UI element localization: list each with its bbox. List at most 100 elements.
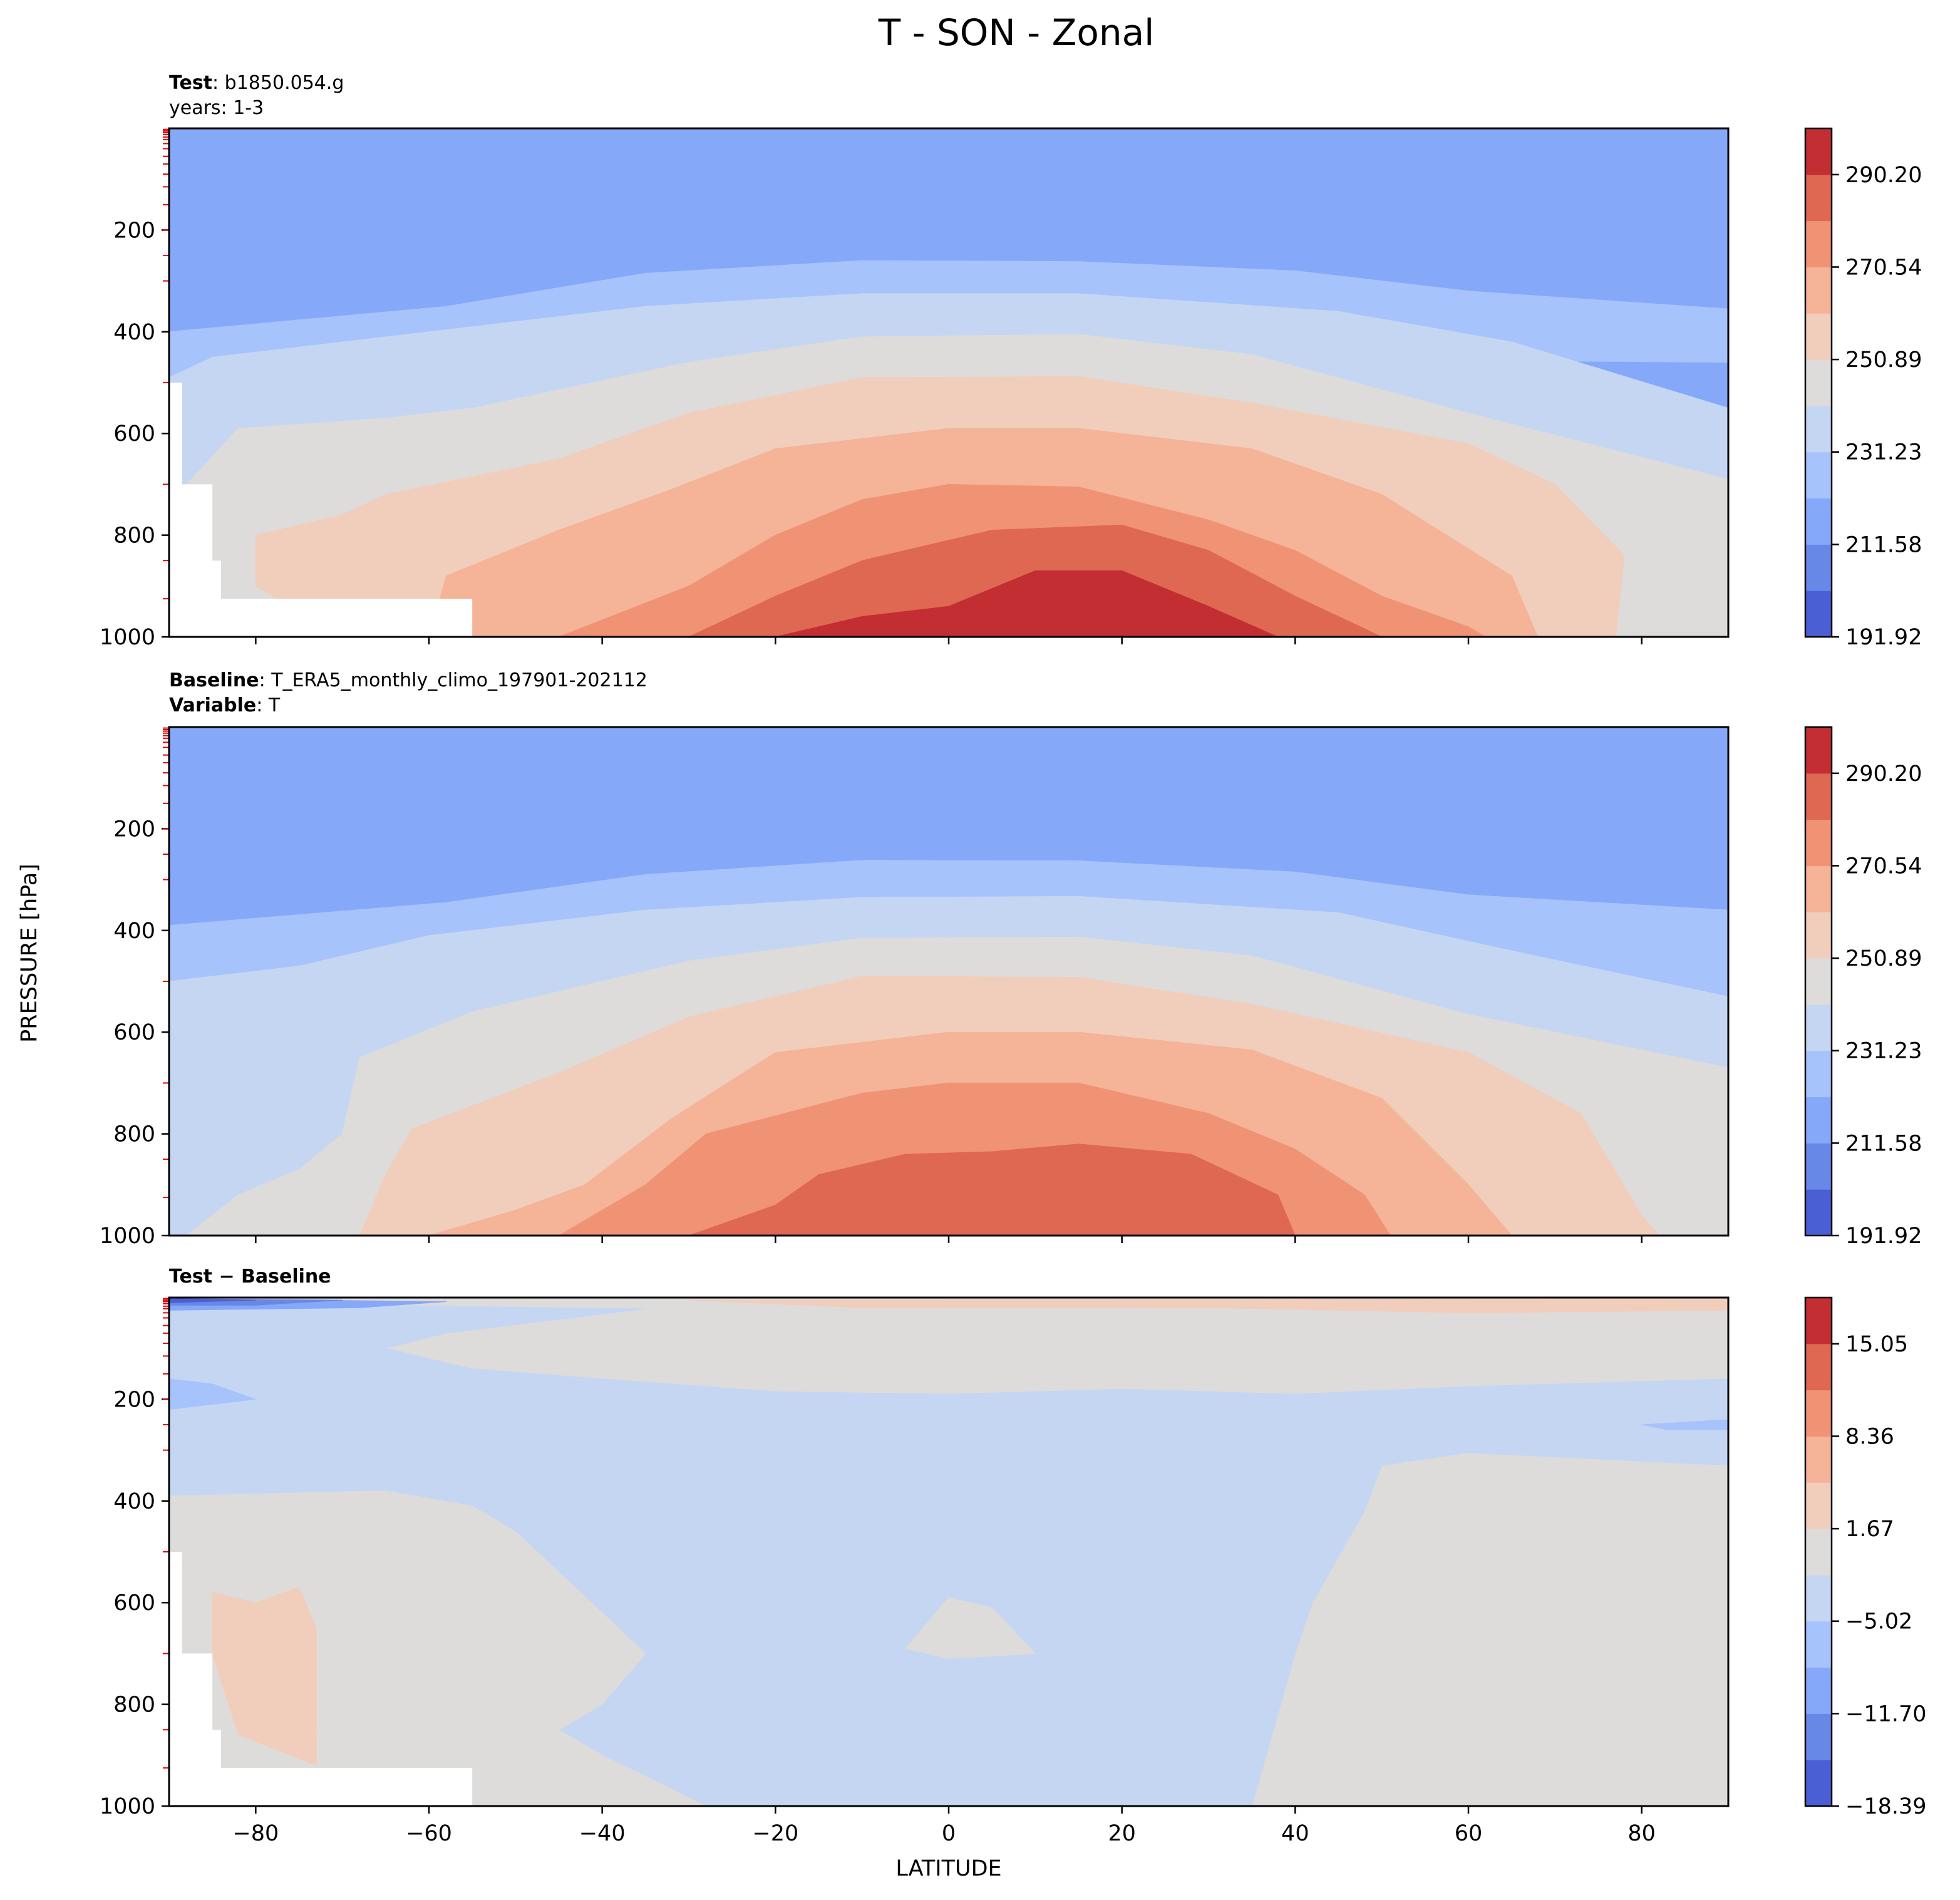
colorbar-segment [1805,174,1832,222]
x-tick-label: −20 [752,1821,798,1846]
colorbar-segment [1805,220,1832,267]
contour-region-level-2 [169,130,1728,333]
colorbar-tick-label: 290.20 [1845,762,1922,787]
y-tick-label: 200 [113,1387,155,1412]
contour-region-level-6 [688,1298,1728,1313]
panel-header-text: : T_ERA5_monthly_climo_197901-202112 [259,669,647,691]
colorbar-segment [1805,452,1832,499]
colorbar-segment [1805,359,1832,406]
y-tick-label: 600 [113,1020,155,1045]
y-axis-label: PRESSURE [hPa] [17,864,42,1043]
colorbar-segment [1805,1760,1832,1807]
colorbar-segment [1805,591,1832,638]
colorbar-tick-label: 250.89 [1845,946,1922,971]
colorbar-frame [1804,726,1833,1237]
colorbar-tick-label: −18.39 [1845,1794,1927,1819]
colorbar-segment [1805,1529,1832,1576]
panel-header-bold: Test [169,72,212,94]
x-tick-label: 0 [942,1821,956,1846]
y-tick-label: 400 [113,320,155,345]
colorbar-segment [1805,958,1832,1005]
colorbar-segment [1805,1390,1832,1437]
figure-title: T - SON - Zonal [878,11,1155,54]
colorbar-segment [1805,1574,1832,1622]
x-tick-label: 20 [1108,1821,1136,1846]
colorbar-segment [1805,1436,1832,1483]
colorbar-tick-label: 231.23 [1845,440,1922,465]
y-tick-label: 1000 [100,625,155,650]
x-axis-ticks: −80 −60 −40 −20 0 20 40 60 80 [232,1806,1656,1846]
colorbar-segment [1805,313,1832,360]
colorbar-tick-label: −11.70 [1845,1701,1927,1727]
y-tick-label: 1000 [100,1794,155,1819]
colorbar-segment [1805,267,1832,314]
colorbar-segment [1805,1143,1832,1190]
colorbar-segment [1805,498,1832,545]
x-tick-label: −80 [232,1821,279,1846]
colorbar-tick-label: 15.05 [1845,1332,1908,1357]
colorbar-segment [1805,819,1832,866]
topography-mask [169,383,473,637]
colorbar-tick-label: 211.58 [1845,1131,1922,1156]
panel-test: Test: b1850.054.g years: 1-3 200 400 600 80… [100,72,1922,650]
colorbar-segment [1805,1482,1832,1529]
colorbar-segment [1805,773,1832,820]
y-tick-label: 400 [113,919,155,944]
colorbar-tick-label: 270.54 [1845,854,1922,879]
contour-region-level-4 [169,1052,343,1236]
plot-frame [168,127,1730,638]
colorbar-segment [1805,1621,1832,1668]
contour-region-level-3 [1641,1419,1728,1430]
x-tick-label: 60 [1455,1821,1483,1846]
colorbar-tick-label: 8.36 [1845,1424,1894,1449]
colorbar-segment [1805,1713,1832,1760]
contour-region-level-2 [169,729,1728,926]
x-axis-ticks [255,1236,1643,1243]
y-tick-label: 600 [113,421,155,447]
colorbar-segment [1805,1343,1832,1391]
panel-header-text: : b1850.054.g [212,72,344,94]
colorbar-frame [1804,127,1833,638]
contour-region-level-6 [212,1587,317,1766]
colorbar-segment [1805,544,1832,591]
colorbar-tick-label: 250.89 [1845,348,1922,373]
colorbar-tick-label: 191.92 [1845,1224,1922,1249]
colorbar-segment [1805,865,1832,912]
contour-field [169,1298,1728,1806]
panel-baseline: Baseline: T_ERA5_monthly_climo_197901-20… [100,669,1922,1249]
topography-mask [169,1552,473,1806]
y-tick-label: 800 [113,1122,155,1147]
panel-header-line1: Test − Baseline [169,1266,331,1288]
y-tick-label: 800 [113,1693,155,1718]
colorbar-segment [1805,727,1832,774]
colorbar-tick-label: 211.58 [1845,532,1922,557]
y-tick-label: 800 [113,524,155,549]
contour-field [169,128,1728,637]
colorbar: −18.39 −11.70 −5.02 1.67 8.36 15.05 [1804,1296,1927,1819]
topography-mask-shape [169,1552,473,1806]
contour-region-level-9 [688,1144,1296,1236]
contour-region-level-3 [169,1378,256,1410]
colorbar-tick-label: 191.92 [1845,625,1922,650]
contour-field [169,727,1728,1236]
panel-header-bold: Test − Baseline [169,1266,331,1288]
y-tick-label: 400 [113,1489,155,1514]
contour-region-level-0 [169,1298,256,1303]
y-axis-ticks: 200 400 600 800 1000 [100,1298,169,1819]
contour-region-level-5 [905,1597,1036,1659]
colorbar: 191.92 211.58 231.23 250.89 270.54 290.20 [1804,127,1922,650]
colorbar-segment [1805,1667,1832,1714]
panel-header-line1: Test: b1850.054.g [169,72,344,94]
colorbar: 191.92 211.58 231.23 250.89 270.54 290.20 [1804,726,1922,1249]
colorbar-frame [1804,1296,1833,1807]
panel-header-text-2: : T [256,694,281,716]
x-tick-label: −60 [406,1821,452,1846]
panel-header-line1: Baseline: T_ERA5_monthly_climo_197901-20… [169,669,647,691]
colorbar-segment [1805,1298,1832,1345]
panel-header-line2: Variable: T [169,694,281,716]
y-axis-ticks: 200 400 600 800 1000 [100,727,169,1249]
topography-mask-shape [169,383,473,637]
panel-header-bold-2: Variable [169,694,256,716]
